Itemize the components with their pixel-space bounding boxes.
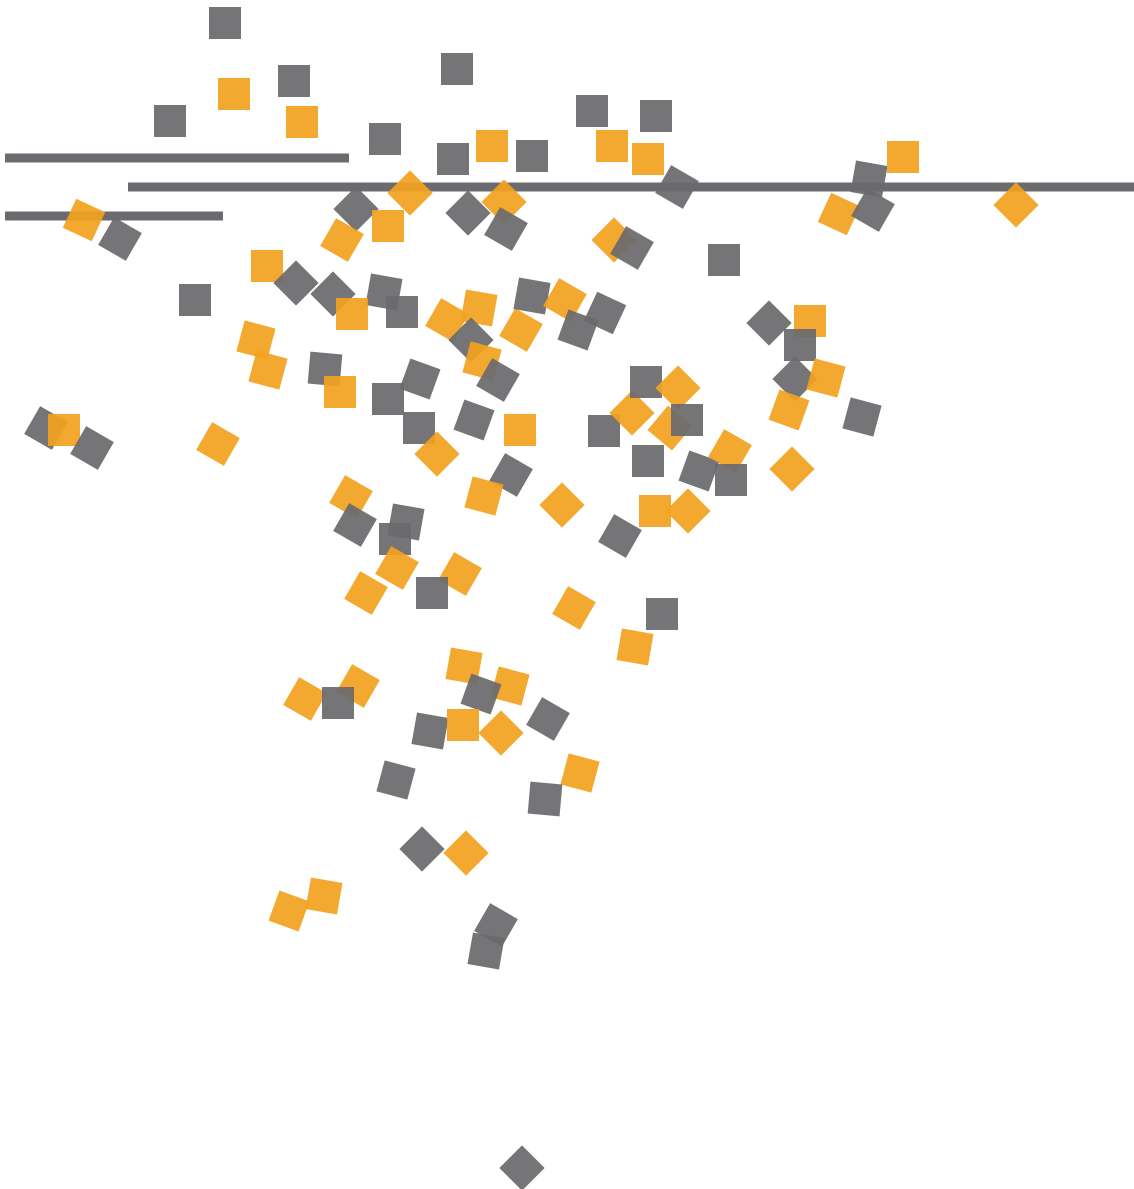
- gray-square-32: [708, 244, 740, 276]
- gray-square-59: [513, 277, 550, 314]
- gray-square-105: [411, 712, 448, 749]
- orange-square-38: [336, 298, 368, 330]
- orange-square-33: [251, 250, 283, 282]
- orange-square-63: [504, 414, 536, 446]
- gray-square-64: [588, 415, 620, 447]
- gray-square-10: [516, 140, 548, 172]
- gray-square-66: [630, 366, 662, 398]
- gray-square-1: [209, 7, 241, 39]
- orange-square-50: [48, 414, 80, 446]
- gray-square-44: [372, 383, 404, 415]
- orange-square-106: [447, 709, 479, 741]
- orange-square-5: [286, 106, 318, 138]
- gray-square-104: [322, 687, 354, 719]
- horizontal-bar-1: [5, 154, 349, 163]
- gray-square-39: [386, 296, 418, 328]
- orange-square-14: [632, 143, 664, 175]
- gray-square-6: [441, 53, 473, 85]
- gray-square-7: [369, 123, 401, 155]
- gray-square-78: [784, 329, 816, 361]
- orange-square-13: [596, 130, 628, 162]
- gray-square-73: [715, 464, 747, 496]
- orange-square-2: [218, 78, 250, 110]
- orange-square-75: [639, 495, 671, 527]
- gray-square-4: [154, 105, 186, 137]
- orange-square-17: [887, 141, 919, 173]
- gray-square-92: [416, 577, 448, 609]
- orange-square-24: [372, 210, 404, 242]
- gray-square-111: [528, 782, 563, 817]
- gray-square-97: [646, 598, 678, 630]
- gray-square-12: [640, 100, 672, 132]
- orange-square-115: [305, 877, 342, 914]
- orange-square-43: [324, 376, 356, 408]
- gray-square-8: [437, 143, 469, 175]
- gray-square-70: [632, 445, 664, 477]
- gray-square-117: [467, 932, 504, 969]
- orange-square-54: [460, 289, 497, 326]
- horizontal-bar-2: [128, 183, 1134, 192]
- orange-square-9: [476, 130, 508, 162]
- gray-square-3: [278, 65, 310, 97]
- orange-square-98: [616, 628, 653, 665]
- gray-square-69: [671, 404, 703, 436]
- gray-square-35: [179, 284, 211, 316]
- gray-square-11: [576, 95, 608, 127]
